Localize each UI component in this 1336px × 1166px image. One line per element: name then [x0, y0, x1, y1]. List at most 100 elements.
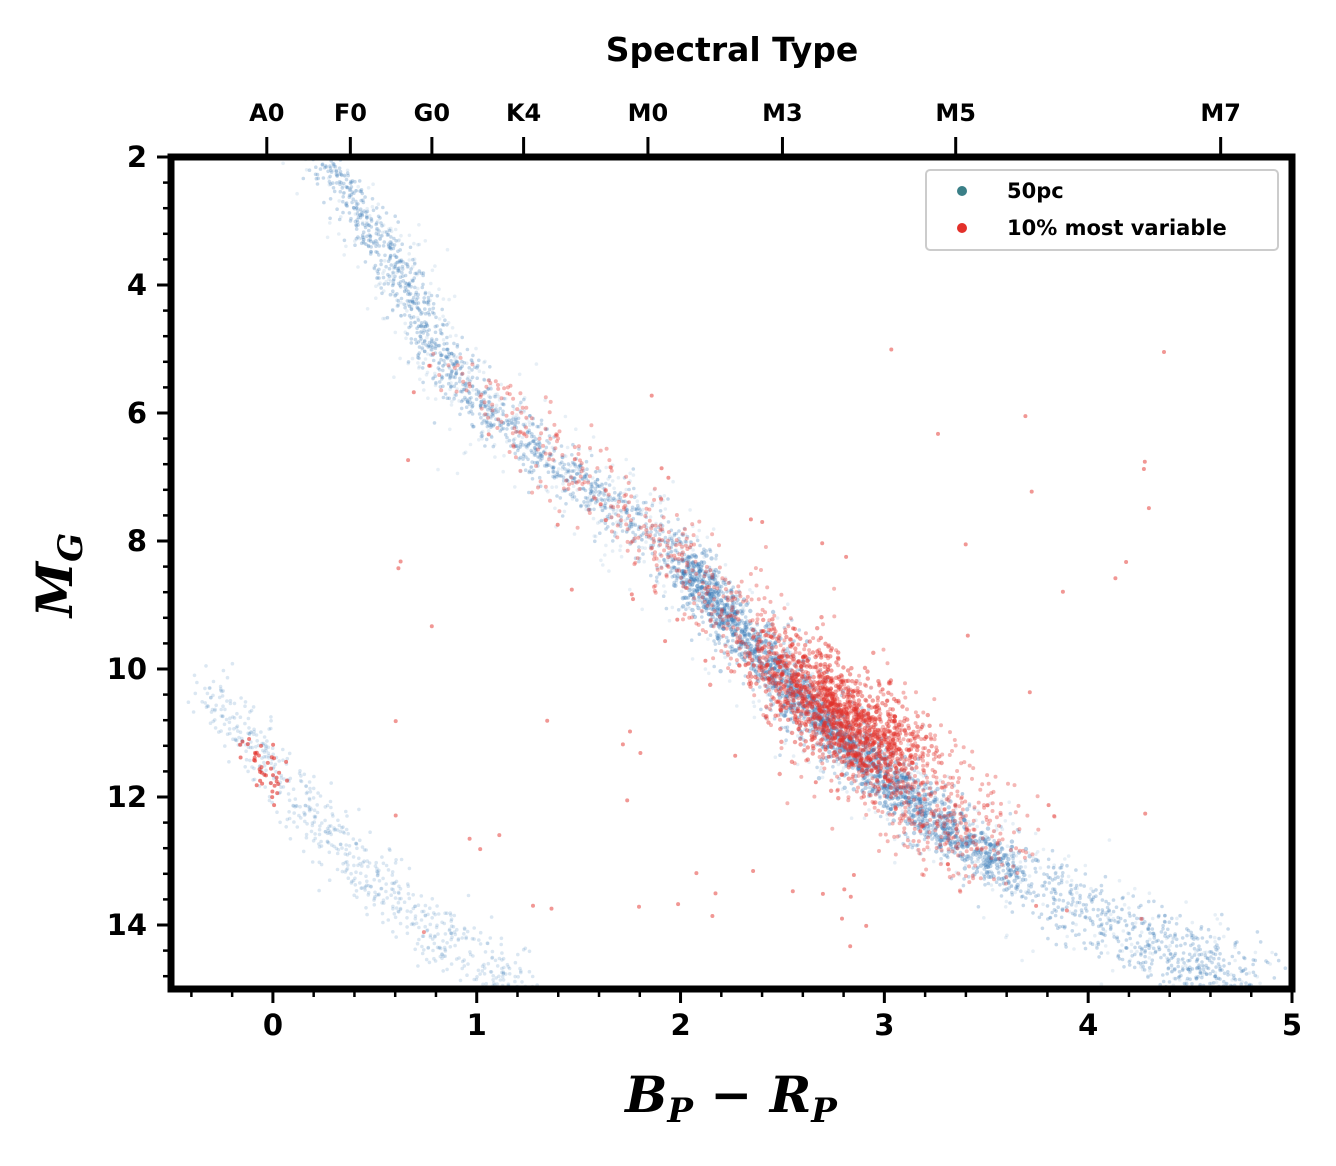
point-50pc	[944, 853, 949, 858]
point-50pc	[581, 486, 585, 491]
point-50pc	[1107, 902, 1111, 906]
point-50pc	[506, 422, 511, 427]
point-50pc	[1135, 916, 1139, 921]
point-50pc	[516, 416, 521, 421]
point-50pc	[421, 324, 426, 329]
point-50pc	[463, 450, 468, 455]
point-50pc	[882, 766, 886, 770]
point-50pc	[389, 229, 394, 233]
point-50pc	[1235, 940, 1239, 944]
point-50pc	[904, 775, 908, 780]
point-50pc	[1109, 912, 1113, 917]
point-50pc	[1066, 874, 1071, 879]
point-50pc	[1032, 890, 1036, 895]
point-50pc	[1034, 870, 1038, 874]
point-50pc	[590, 485, 595, 489]
point-50pc	[648, 492, 653, 496]
point-50pc	[409, 267, 413, 271]
point-50pc	[420, 951, 425, 956]
point-50pc	[1045, 904, 1050, 908]
point-50pc	[349, 179, 353, 184]
point-50pc	[824, 738, 829, 742]
point-50pc	[1161, 973, 1165, 977]
point-50pc	[486, 400, 491, 404]
point-50pc	[1255, 930, 1260, 934]
point-50pc	[689, 577, 693, 582]
point-50pc	[675, 576, 679, 580]
point-50pc	[1004, 875, 1008, 880]
point-50pc	[1063, 857, 1067, 861]
point-50pc	[684, 595, 689, 600]
point-50pc	[1045, 873, 1049, 877]
point-50pc	[873, 762, 877, 767]
point-50pc	[1178, 978, 1182, 982]
point-50pc	[532, 434, 536, 439]
point-50pc	[381, 861, 386, 866]
point-50pc	[451, 924, 456, 929]
point-50pc	[219, 707, 223, 712]
point-50pc	[1232, 973, 1236, 978]
point-50pc	[1224, 982, 1228, 986]
point-50pc	[1183, 982, 1187, 986]
point-50pc	[982, 862, 988, 868]
point-50pc	[726, 638, 731, 643]
point-50pc	[528, 423, 532, 428]
point-50pc	[590, 498, 594, 503]
point-50pc	[488, 415, 493, 419]
point-50pc	[1283, 966, 1288, 970]
point-50pc	[640, 538, 644, 542]
point-50pc	[547, 434, 552, 438]
point-50pc	[422, 909, 426, 914]
point-50pc	[327, 878, 332, 882]
point-50pc	[513, 436, 517, 441]
point-50pc	[1127, 906, 1131, 910]
point-50pc	[891, 796, 895, 801]
point-50pc	[640, 607, 644, 612]
point-50pc	[393, 262, 398, 267]
point-50pc	[1084, 903, 1089, 907]
point-50pc	[396, 302, 401, 307]
point-50pc	[1168, 933, 1173, 938]
point-50pc	[389, 235, 393, 239]
point-50pc	[1156, 915, 1161, 919]
point-50pc	[729, 617, 734, 622]
point-50pc	[601, 508, 605, 513]
point-50pc	[529, 448, 533, 453]
point-50pc	[446, 321, 451, 325]
point-50pc	[390, 873, 395, 877]
point-50pc	[1208, 971, 1212, 976]
point-50pc	[465, 347, 470, 352]
point-50pc	[386, 272, 390, 277]
point-50pc	[1072, 913, 1077, 917]
point-50pc	[556, 467, 561, 471]
point-50pc	[412, 257, 417, 262]
point-50pc	[551, 466, 555, 471]
point-50pc	[878, 770, 883, 774]
point-50pc	[1129, 942, 1134, 947]
point-50pc	[698, 574, 702, 578]
point-50pc	[1184, 900, 1188, 904]
point-50pc	[1122, 965, 1126, 969]
point-50pc	[331, 186, 336, 190]
point-50pc	[749, 643, 754, 649]
point-50pc	[624, 511, 628, 515]
point-50pc	[785, 728, 789, 733]
point-50pc	[381, 876, 385, 881]
point-50pc	[1091, 889, 1095, 894]
point-50pc	[517, 372, 522, 377]
point-50pc	[630, 508, 634, 512]
point-50pc	[983, 841, 988, 845]
point-50pc	[350, 200, 354, 205]
point-50pc	[871, 782, 876, 787]
point-50pc	[965, 807, 970, 812]
point-50pc	[390, 308, 395, 313]
point-50pc	[486, 412, 490, 417]
point-50pc	[1272, 976, 1277, 980]
point-50pc	[551, 465, 556, 470]
point-50pc	[599, 482, 604, 486]
point-50pc	[996, 876, 1001, 881]
point-50pc	[453, 943, 457, 948]
point-50pc	[321, 176, 326, 180]
point-50pc	[348, 219, 353, 223]
point-50pc	[1077, 932, 1081, 937]
